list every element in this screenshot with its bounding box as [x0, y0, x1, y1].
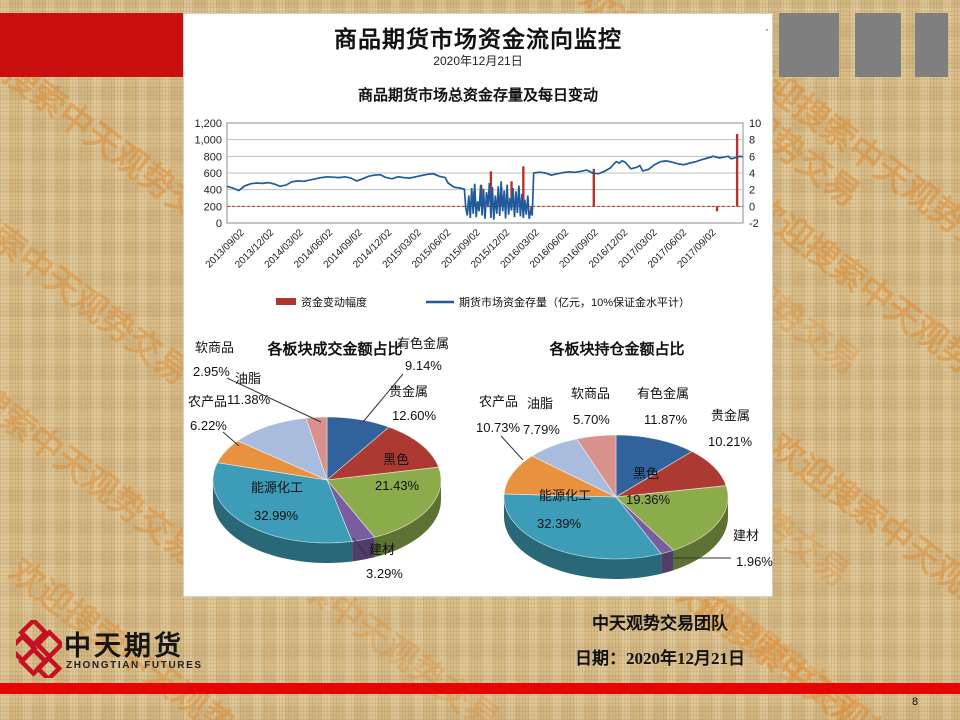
line-chart-title: 商品期货市场总资金存量及每日变动 [357, 87, 598, 104]
x-axis-labels: 2013/09/022013/12/022014/03/022014/06/02… [204, 227, 719, 270]
red-banner [0, 13, 183, 77]
watermark-text: 欢迎搜索中天观势交易 [0, 337, 207, 573]
svg-text:10.21%: 10.21% [708, 434, 753, 449]
right-axis-labels: -2 0 2 4 6 8 10 [749, 118, 761, 230]
company-logo-icon [16, 620, 62, 678]
svg-text:软商品: 软商品 [571, 386, 610, 401]
svg-text:能源化工: 能源化工 [251, 480, 303, 495]
pie-slices [503, 434, 729, 560]
svg-text:农产品: 农产品 [479, 394, 518, 409]
svg-text:能源化工: 能源化工 [539, 488, 591, 503]
pie-labels: 软商品 2.95% 油脂 11.38%农产品 6.22% 有色金属 9.14% 贵金属 12.6… [188, 336, 449, 581]
pie-slice [576, 434, 617, 499]
pie-slice [305, 416, 328, 481]
pie-slices [212, 416, 442, 544]
svg-text:200: 200 [204, 201, 222, 213]
svg-text:有色金属: 有色金属 [637, 386, 689, 401]
company-logo-name: 中天期货 [64, 631, 184, 661]
svg-text:资金变动幅度: 资金变动幅度 [301, 295, 367, 309]
company-logo-name-en: ZHONGTIAN FUTURES [66, 660, 203, 671]
svg-text:黑色: 黑色 [633, 466, 659, 481]
svg-text:10: 10 [749, 118, 761, 130]
svg-text:1,000: 1,000 [194, 135, 222, 147]
chart-legend: 资金变动幅度 期货市场资金存量（亿元，10%保证金水平计） [276, 295, 690, 309]
svg-text:-2: -2 [749, 218, 759, 230]
svg-text:软商品: 软商品 [195, 340, 234, 355]
title-date: 2020年12月21日 [433, 54, 523, 68]
pie-slice [325, 426, 440, 481]
svg-text:1.96%: 1.96% [736, 554, 773, 569]
line-series [226, 155, 744, 220]
pie-slice [615, 434, 693, 498]
svg-text:贵金属: 贵金属 [711, 408, 750, 423]
svg-text:8: 8 [749, 135, 755, 147]
corner-dot: · [765, 22, 769, 36]
svg-text:有色金属: 有色金属 [397, 336, 449, 351]
pie-slice [615, 450, 727, 498]
svg-text:1,200: 1,200 [194, 118, 222, 130]
left-axis-labels: 0 200 400 600 800 1,000 1,200 [194, 118, 222, 230]
line-chart: 0 200 400 600 800 1,000 1,200 -2 0 2 4 6 8 10 2013/09/… [194, 118, 761, 309]
gray-block-3 [915, 13, 948, 77]
svg-text:800: 800 [204, 151, 222, 163]
svg-text:11.38%: 11.38% [227, 392, 271, 407]
svg-text:建材: 建材 [733, 528, 759, 543]
watermark-text: 欢迎搜索中天观势交易 [0, 157, 197, 393]
svg-text:建材: 建材 [369, 542, 395, 557]
footer-red-stripe [0, 683, 960, 694]
svg-text:9.14%: 9.14% [405, 358, 442, 373]
svg-text:32.99%: 32.99% [254, 508, 299, 523]
svg-text:21.43%: 21.43% [375, 478, 420, 493]
pie-slice [236, 417, 328, 481]
svg-text:3.29%: 3.29% [366, 566, 403, 581]
svg-text:2.95%: 2.95% [193, 364, 230, 379]
svg-text:12.60%: 12.60% [392, 408, 437, 423]
pie-sides [504, 497, 728, 579]
svg-text:5.70%: 5.70% [573, 412, 610, 427]
page-number: 8 [911, 696, 919, 708]
gray-block-1 [779, 13, 839, 77]
pie-title: 各板块持仓金额占比 [548, 340, 684, 358]
svg-text:农产品: 农产品 [188, 394, 227, 409]
pie-title: 各板块成交金额占比 [266, 340, 402, 358]
svg-text:油脂: 油脂 [235, 371, 261, 386]
pie-slice [326, 466, 442, 538]
pie-slice [503, 455, 617, 498]
svg-text:2: 2 [749, 185, 755, 197]
page-title: 商品期货市场资金流向监控 [334, 26, 622, 52]
svg-text:7.79%: 7.79% [523, 422, 560, 437]
svg-text:0: 0 [216, 218, 222, 230]
svg-text:400: 400 [204, 185, 222, 197]
gray-block-2 [855, 13, 901, 77]
footer-date: 日期：2020年12月21日 [575, 649, 745, 668]
svg-text:4: 4 [749, 168, 755, 180]
pie-slice [212, 462, 353, 544]
svg-text:黑色: 黑色 [383, 452, 409, 467]
svg-text:6: 6 [749, 151, 755, 163]
svg-text:期货市场资金存量（亿元，10%保证金水平计）: 期货市场资金存量（亿元，10%保证金水平计） [459, 295, 690, 309]
svg-text:6.22%: 6.22% [190, 418, 227, 433]
pie-slice [615, 485, 729, 551]
svg-text:600: 600 [204, 168, 222, 180]
pie-labels: 农产品 10.73% 油脂 7.79% 软商品 5.70% 有色金属 11.87% 贵金属 10.… [476, 386, 773, 569]
svg-text:贵金属: 贵金属 [389, 384, 428, 399]
svg-text:10.73%: 10.73% [476, 420, 521, 435]
svg-text:油脂: 油脂 [527, 396, 553, 411]
svg-text:11.87%: 11.87% [644, 412, 688, 427]
footer-team: 中天观势交易团队 [592, 614, 728, 633]
svg-text:32.39%: 32.39% [537, 516, 582, 531]
svg-text:19.36%: 19.36% [626, 492, 671, 507]
pie-slice [503, 493, 662, 560]
svg-text:0: 0 [749, 201, 755, 213]
